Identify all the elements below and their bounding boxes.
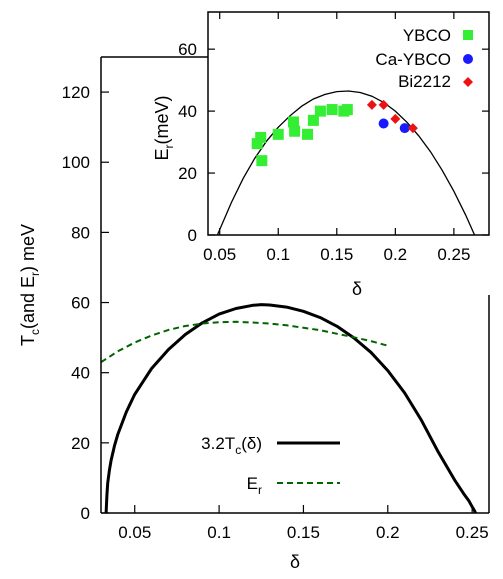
bi2212-point — [390, 113, 401, 124]
ybco-point — [314, 105, 326, 117]
ybco-point — [272, 128, 284, 140]
inset-x-tick-label: 0.15 — [320, 245, 353, 264]
ybco-point — [341, 104, 353, 116]
inset-plot: 0.05 0.1 0.15 0.2 0.25 0 20 40 60 δ Er(meV) YBC… — [152, 11, 490, 299]
bi2212-point — [407, 123, 418, 134]
main-y-tick-label: 40 — [71, 364, 90, 383]
main-y-tick-label: 100 — [62, 153, 90, 172]
main-y-ticks: 0 20 40 60 80 100 120 — [62, 83, 109, 523]
inset-y-tick-label: 0 — [188, 226, 197, 245]
ybco-point — [251, 138, 263, 150]
ybco-point — [326, 104, 338, 116]
inset-legend: YBCO Ca-YBCO Bi2212 — [375, 26, 473, 91]
main-y-tick-label: 60 — [71, 294, 90, 313]
legend-label-ca-ybco: Ca-YBCO — [375, 50, 451, 69]
main-x-tick-label: 0.05 — [118, 523, 151, 542]
inset-x-tick-label: 0.1 — [266, 245, 290, 264]
inset-y-tick-label: 60 — [178, 40, 197, 59]
main-x-tick-label: 0.2 — [376, 523, 400, 542]
main-y-axis-label: Tc(and Er) meV — [18, 224, 42, 346]
main-y-tick-label: 120 — [62, 83, 90, 102]
legend-label-tc: 3.2Tc(δ) — [201, 434, 262, 457]
legend-label-ybco: YBCO — [403, 26, 451, 45]
inset-y-tick-label: 40 — [178, 102, 197, 121]
inset-y-axis-label: Er(meV) — [152, 95, 176, 160]
inset-x-ticks: 0.05 0.1 0.15 0.2 0.25 — [203, 12, 470, 264]
ybco-point — [289, 125, 301, 137]
bi2212-point — [366, 99, 377, 110]
inset-frame — [207, 11, 490, 236]
inset-x-tick-label: 0.25 — [437, 245, 470, 264]
inset-y-tick-label: 20 — [178, 164, 197, 183]
inset-x-tick-label: 0.05 — [203, 245, 236, 264]
main-y-tick-label: 80 — [71, 223, 90, 242]
main-curves — [100, 303, 477, 514]
tc-curve — [104, 303, 477, 514]
ybco-point — [256, 155, 268, 167]
inset-x-tick-label: 0.2 — [384, 245, 408, 264]
main-legend: 3.2Tc(δ) Er — [201, 434, 340, 497]
main-x-tick-label: 0.15 — [287, 523, 320, 542]
inset-points — [251, 99, 418, 167]
main-x-tick-label: 0.1 — [207, 523, 231, 542]
main-x-axis-label: δ — [290, 552, 300, 572]
legend-entry-tc: 3.2Tc(δ) — [201, 434, 340, 457]
inset-x-axis-label: δ — [352, 279, 362, 299]
bi2212-point — [378, 99, 389, 110]
legend-label-er: Er — [247, 474, 262, 497]
main-x-tick-label: 0.25 — [456, 523, 489, 542]
ybco-point — [255, 131, 267, 143]
ca-ybco-point — [378, 118, 389, 129]
legend-marker-ca-ybco — [463, 54, 473, 64]
legend-marker-ybco — [463, 30, 473, 40]
ybco-point — [302, 128, 314, 140]
inset-y-ticks: 0 20 40 60 — [178, 40, 489, 245]
legend-label-bi2212: Bi2212 — [398, 72, 451, 91]
legend-marker-bi2212 — [463, 77, 473, 87]
main-y-tick-label: 0 — [81, 504, 90, 523]
ca-ybco-point — [399, 123, 410, 134]
ybco-point — [307, 114, 319, 126]
er-dashed-curve — [100, 320, 389, 364]
main-x-ticks: 0.05 0.1 0.15 0.2 0.25 — [118, 505, 489, 542]
legend-entry-er: Er — [247, 474, 340, 497]
main-y-tick-label: 20 — [71, 434, 90, 453]
ybco-point — [287, 116, 299, 128]
main-plot: 0.05 0.1 0.15 0.2 0.25 0 20 40 60 80 100 120 δ Tc(… — [18, 56, 490, 572]
